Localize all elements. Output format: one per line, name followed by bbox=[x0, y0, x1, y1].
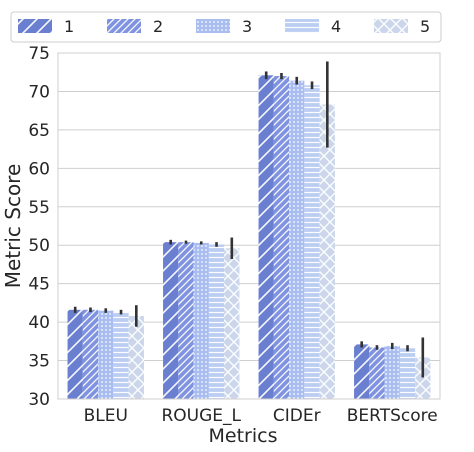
x-axis-label: Metrics bbox=[209, 425, 278, 447]
bar bbox=[82, 309, 99, 399]
y-tick-label: 65 bbox=[28, 121, 50, 141]
legend-label: 1 bbox=[64, 17, 74, 36]
y-tick-label: 50 bbox=[28, 236, 50, 256]
bar bbox=[289, 80, 305, 400]
plot-frame bbox=[57, 52, 441, 400]
bar bbox=[224, 248, 240, 399]
bar bbox=[113, 312, 129, 399]
y-tick-label: 60 bbox=[28, 159, 50, 179]
bar bbox=[193, 242, 209, 399]
bar bbox=[319, 104, 335, 399]
y-tick-label: 70 bbox=[28, 82, 50, 102]
bar bbox=[273, 76, 290, 400]
legend-label: 5 bbox=[420, 17, 430, 36]
y-tick-label: 55 bbox=[28, 198, 50, 218]
bar bbox=[304, 85, 320, 399]
bar bbox=[98, 310, 114, 399]
y-tick-label: 45 bbox=[28, 275, 50, 295]
bar bbox=[415, 357, 431, 399]
legend-label: 3 bbox=[242, 17, 252, 36]
legend-swatch bbox=[18, 19, 52, 33]
x-tick-label: BERTScore bbox=[347, 406, 438, 426]
legend-label: 4 bbox=[331, 17, 341, 36]
y-tick-label: 75 bbox=[28, 44, 50, 64]
bar bbox=[384, 345, 400, 399]
bar bbox=[67, 309, 83, 399]
legend-swatch bbox=[374, 19, 408, 33]
x-tick-label: CIDEr bbox=[273, 406, 321, 426]
bar bbox=[163, 242, 179, 399]
bar bbox=[208, 244, 225, 399]
legend-label: 2 bbox=[153, 17, 163, 36]
y-tick-label: 35 bbox=[28, 352, 50, 372]
bar bbox=[399, 348, 416, 399]
bar bbox=[178, 242, 194, 399]
bar bbox=[128, 315, 144, 399]
y-axis-label: Metric Score bbox=[1, 164, 25, 289]
legend-swatch bbox=[196, 19, 230, 33]
x-tick-label: ROUGE_L bbox=[161, 406, 241, 426]
bar bbox=[258, 75, 274, 399]
plot-area: 30 35 40 45 50 55 60 65 70 75 BLEU ROUGE_L CIDEr BERT… bbox=[28, 44, 441, 426]
y-tick-label: 40 bbox=[28, 313, 50, 333]
legend: 1 2 3 4 5 bbox=[10, 11, 442, 43]
legend-swatch bbox=[285, 19, 319, 33]
y-tick-label: 30 bbox=[28, 390, 50, 410]
x-tick-label: BLEU bbox=[84, 406, 128, 426]
legend-swatch bbox=[107, 19, 141, 33]
bar bbox=[354, 344, 370, 399]
bar bbox=[369, 347, 385, 399]
